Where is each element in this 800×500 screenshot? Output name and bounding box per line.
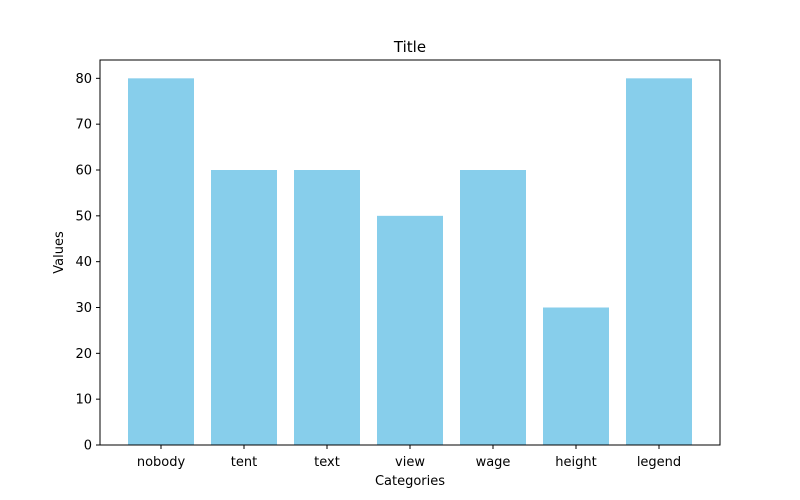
chart-title: Title [393, 38, 426, 56]
bar-height [543, 307, 609, 445]
x-axis-ticks: nobody tent text view wage height legend [137, 445, 681, 470]
y-tick-label: 80 [75, 72, 92, 87]
y-tick-label: 10 [75, 393, 92, 408]
x-tick-label: nobody [137, 455, 186, 470]
bar-text [294, 170, 360, 445]
x-tick-label: wage [476, 455, 511, 470]
y-axis-ticks: 0 10 20 30 40 50 60 70 80 [75, 72, 100, 454]
bar-tent [211, 170, 277, 445]
bars-group [128, 78, 692, 445]
y-tick-label: 70 [75, 118, 92, 133]
y-tick-label: 20 [75, 347, 92, 362]
x-tick-label: tent [231, 455, 257, 470]
bar-nobody [128, 78, 194, 445]
y-tick-label: 60 [75, 164, 92, 179]
y-tick-label: 40 [75, 255, 92, 270]
x-tick-label: legend [637, 455, 681, 470]
y-tick-label: 0 [84, 439, 92, 454]
plot-frame [99, 59, 721, 446]
x-tick-label: height [555, 455, 596, 470]
x-tick-label: view [395, 455, 425, 470]
bar-wage [460, 170, 526, 445]
bar-legend [626, 78, 692, 445]
x-tick-label: text [314, 455, 340, 470]
y-tick-label: 30 [75, 301, 92, 316]
bar-view [377, 215, 443, 445]
y-tick-label: 50 [75, 209, 92, 224]
x-axis-label: Categories [375, 474, 445, 489]
y-axis-label: Values [52, 231, 67, 274]
